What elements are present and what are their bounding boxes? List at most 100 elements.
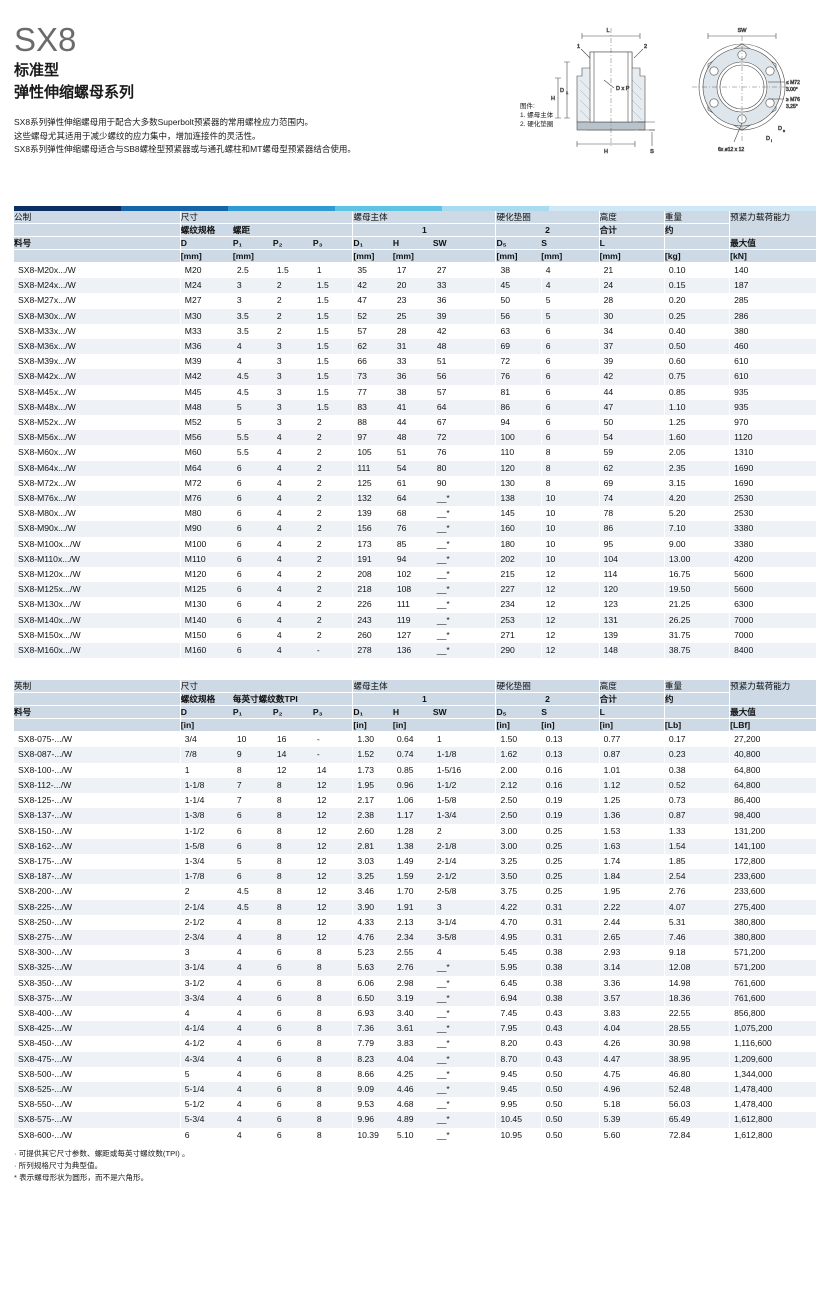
svg-text:D x P: D x P: [616, 86, 630, 92]
row-part-number: SX8-M90x.../W: [14, 521, 181, 537]
row-cell: 2.76: [663, 884, 730, 900]
row-cell: 0.31: [540, 914, 600, 930]
row-cell: 2-1/4: [179, 899, 233, 915]
row-cell: 243: [352, 612, 393, 628]
row-cell: 6: [272, 945, 313, 961]
row-cell: 2: [312, 475, 353, 492]
row-part-number: SX8-325-.../W: [14, 960, 181, 976]
row-cell: 0.73: [663, 793, 730, 809]
row-cell: 218: [352, 582, 393, 598]
imperial-hdr-approx: 约: [663, 692, 730, 707]
row-cell: 3.25: [352, 869, 393, 885]
row-cell: 187: [729, 278, 816, 294]
row-cell: 145: [495, 506, 542, 522]
table-row: SX8-200-.../W 2 4.5 8 12 3.46 1.70 2-5/8 3.75 0.2…: [14, 884, 816, 900]
row-part-number: SX8-M24x.../W: [14, 278, 181, 294]
row-cell: 17: [392, 262, 433, 279]
row-cell: 0.96: [392, 777, 433, 794]
row-cell: 12.08: [663, 960, 730, 976]
row-cell: 4.5: [232, 369, 273, 385]
row-cell: 3.50: [495, 869, 542, 885]
row-cell: 2.50: [495, 793, 542, 809]
imperial-unit-SW: [432, 718, 496, 733]
row-cell: 0.20: [663, 293, 730, 309]
row-cell: 5-1/4: [179, 1081, 233, 1098]
row-cell: 2: [312, 627, 353, 644]
row-cell: 7/8: [179, 747, 233, 763]
row-cell: 1120: [729, 430, 816, 446]
row-part-number: SX8-550-.../W: [14, 1097, 181, 1113]
row-cell: 0.25: [540, 869, 600, 885]
row-cell: __*: [432, 1005, 496, 1022]
row-cell: 1.12: [598, 777, 665, 794]
row-cell: 33: [432, 278, 496, 294]
row-cell: 120: [598, 582, 665, 598]
row-part-number: SX8-M140x.../W: [14, 612, 181, 628]
metric-hdr-washer-num: 2: [495, 223, 600, 237]
table-row: SX8-M90x.../W M90 6 4 2 156 76 __* 160 10 86 7.10 33…: [14, 521, 816, 537]
row-cell: 36: [432, 293, 496, 309]
row-cell: 5.5: [232, 430, 273, 446]
row-cell: 10: [540, 506, 600, 522]
imperial-col-S: S: [541, 705, 600, 720]
row-cell: 4.46: [392, 1081, 433, 1098]
row-cell: 50: [598, 415, 665, 431]
row-cell: 8: [312, 960, 353, 976]
row-cell: __*: [432, 1036, 496, 1052]
row-cell: 3.25: [495, 853, 542, 870]
row-cell: 6: [232, 567, 273, 583]
row-cell: __*: [432, 521, 496, 537]
row-cell: M90: [179, 521, 233, 537]
imperial-unit-P2: [272, 718, 313, 733]
imperial-hdr-code: 料号: [14, 705, 181, 720]
table-row: SX8-175-.../W 1-3/4 5 8 12 3.03 1.49 2-1/4 3.25 0…: [14, 853, 816, 870]
row-cell: 23: [392, 293, 433, 309]
row-cell: 4: [232, 914, 273, 930]
row-cell: 2.50: [495, 808, 542, 824]
row-cell: 2: [179, 884, 233, 900]
row-cell: 12: [272, 762, 313, 778]
row-cell: 4.25: [392, 1066, 433, 1082]
row-cell: M80: [179, 506, 233, 522]
row-cell: 8: [272, 838, 313, 854]
row-cell: 6: [232, 869, 273, 885]
table-row: SX8-250-.../W 2-1/2 4 8 12 4.33 2.13 3-1/4 4.70 0…: [14, 914, 816, 930]
table-row: SX8-400-.../W 4 4 6 8 6.93 3.40 __* 7.45 0.43 3.83…: [14, 1005, 816, 1022]
row-cell: 3.83: [598, 1005, 665, 1022]
row-cell: 1690: [729, 460, 816, 476]
row-cell: 2.65: [598, 929, 665, 946]
row-cell: 1.36: [598, 808, 665, 824]
metric-hdr-pitch: 螺距: [232, 223, 353, 237]
row-cell: 2: [312, 612, 353, 628]
row-cell: 54: [392, 460, 433, 476]
row-cell: __*: [432, 506, 496, 522]
row-cell: __*: [432, 536, 496, 552]
row-cell: 4.04: [598, 1021, 665, 1037]
row-cell: 8: [272, 777, 313, 794]
row-cell: 3.5: [232, 323, 273, 340]
row-cell: 2: [312, 415, 353, 431]
row-cell: 5: [232, 853, 273, 870]
imperial-hdr-body-num: 1: [352, 692, 496, 707]
row-cell: 0.13: [540, 731, 600, 748]
row-cell: 1.30: [352, 731, 393, 748]
row-cell: 172,800: [729, 853, 816, 870]
row-cell: 148: [598, 643, 665, 659]
metric-hdr-thread-spec: 螺纹规格: [179, 223, 233, 237]
row-cell: 90: [432, 475, 496, 492]
row-part-number: SX8-400-.../W: [14, 1005, 181, 1022]
imperial-unit-L: [in]: [598, 718, 665, 733]
row-cell: 50: [495, 293, 542, 309]
row-cell: M36: [179, 339, 233, 355]
row-cell: 4: [232, 1097, 273, 1113]
row-cell: 3.46: [352, 884, 393, 900]
row-cell: 0.17: [663, 731, 730, 748]
metric-col-kg: [663, 236, 730, 250]
row-cell: 1-3/4: [179, 853, 233, 870]
row-cell: 1.5: [312, 399, 353, 416]
row-cell: 12: [312, 777, 353, 794]
row-cell: 25: [392, 308, 433, 324]
table-row: SX8-M52x.../W M52 5 3 2 88 44 67 94 6 50 1.25 970: [14, 415, 816, 431]
row-cell: 62: [598, 460, 665, 476]
table-row: SX8-450-.../W 4-1/2 4 6 8 7.79 3.83 __* 8.20 0.43…: [14, 1036, 816, 1052]
